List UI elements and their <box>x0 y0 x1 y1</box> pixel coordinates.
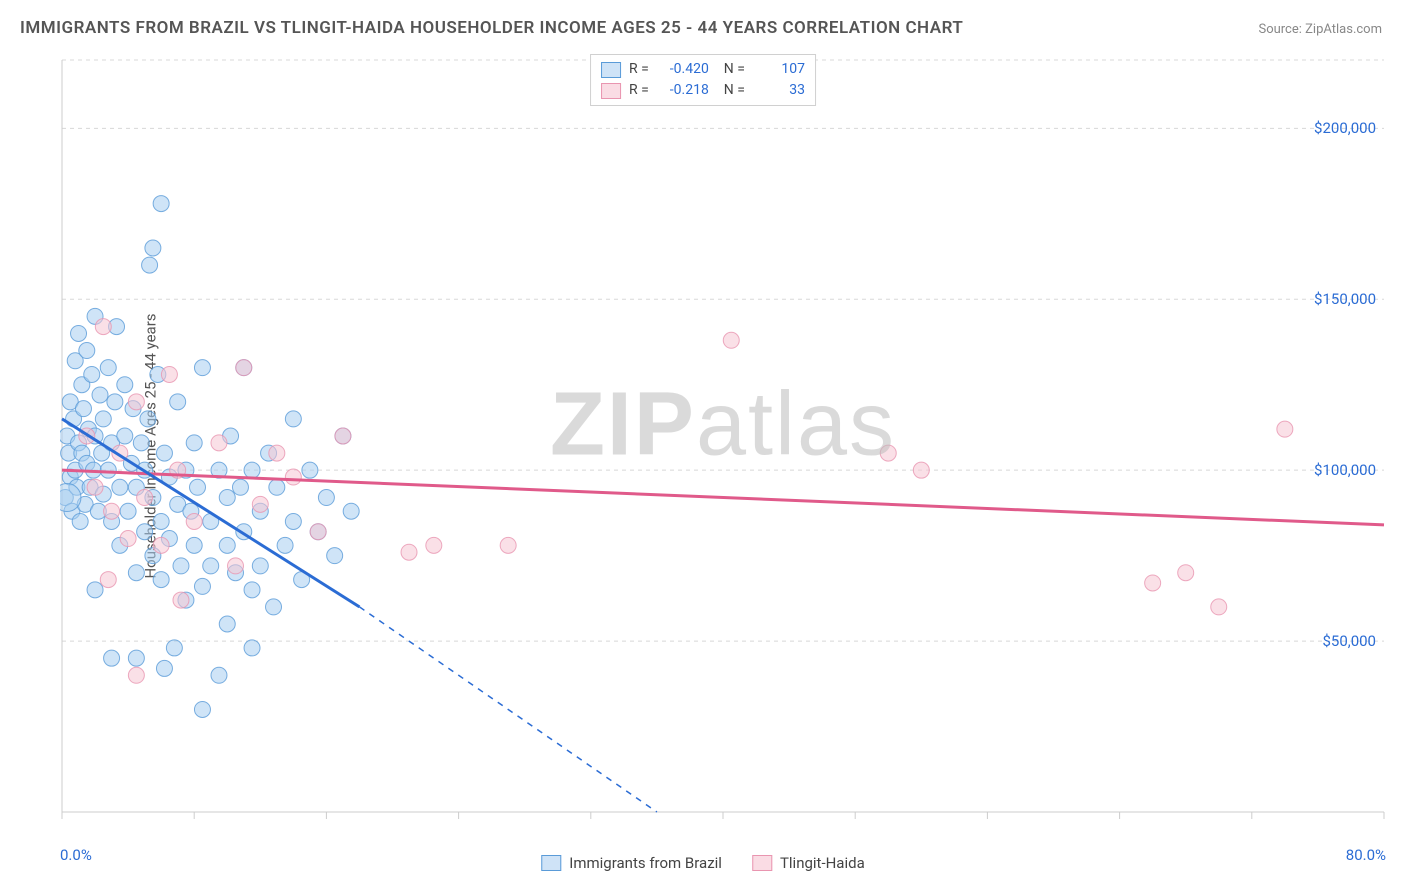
n-value-1: 107 <box>753 59 805 80</box>
y-tick-label: $200,000 <box>1314 119 1376 137</box>
y-tick-label: $150,000 <box>1314 290 1376 308</box>
x-axis-max-label: 80.0% <box>1346 846 1386 864</box>
r-value-1: -0.420 <box>657 59 709 80</box>
r-label-1: R = <box>629 59 649 80</box>
n-label-1: N = <box>717 59 745 80</box>
stats-row-series-1: R = -0.420 N = 107 <box>601 59 805 80</box>
legend-item-2: Tlingit-Haida <box>752 854 865 872</box>
legend-swatch-2 <box>752 855 772 871</box>
x-axis-min-label: 0.0% <box>60 846 92 864</box>
swatch-series-2 <box>601 83 621 99</box>
legend-label-1: Immigrants from Brazil <box>569 854 722 872</box>
chart-plot-area: ZIPatlas <box>60 50 1386 832</box>
chart-title: IMMIGRANTS FROM BRAZIL VS TLINGIT-HAIDA … <box>20 18 963 38</box>
swatch-series-1 <box>601 62 621 78</box>
legend: Immigrants from Brazil Tlingit-Haida <box>541 854 864 872</box>
r-label-2: R = <box>629 80 649 101</box>
r-value-2: -0.218 <box>657 80 709 101</box>
legend-label-2: Tlingit-Haida <box>780 854 865 872</box>
scatter-plot-svg <box>60 50 1386 832</box>
y-tick-label: $100,000 <box>1314 461 1376 479</box>
n-label-2: N = <box>717 80 745 101</box>
correlation-stats-box: R = -0.420 N = 107 R = -0.218 N = 33 <box>590 54 816 106</box>
legend-item-1: Immigrants from Brazil <box>541 854 722 872</box>
n-value-2: 33 <box>753 80 805 101</box>
source-attribution: Source: ZipAtlas.com <box>1258 22 1382 37</box>
y-tick-label: $50,000 <box>1322 632 1376 650</box>
stats-row-series-2: R = -0.218 N = 33 <box>601 80 805 101</box>
legend-swatch-1 <box>541 855 561 871</box>
